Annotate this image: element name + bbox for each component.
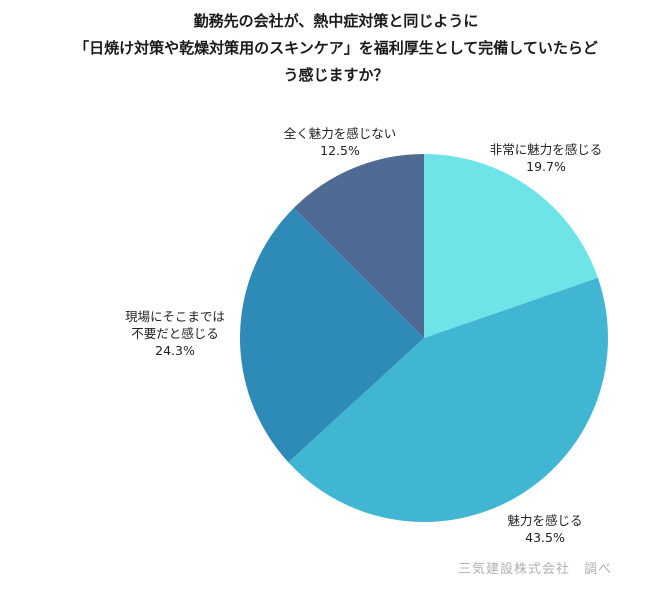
slice-category-label-1: 非常に魅力を感じる xyxy=(490,142,603,157)
source-credit: 三気建設株式会社 調べ xyxy=(457,562,612,577)
chart-title-line-1: 勤務先の会社が、熱中症対策と同じように xyxy=(193,12,479,30)
slice-value-label-2: 43.5% xyxy=(525,530,565,545)
pie-labels: 非常に魅力を感じる 19.7% 魅力を感じる 43.5% 現場にそこまでは不要だと感じる… xyxy=(125,126,602,545)
pie-slice-3 xyxy=(240,207,424,463)
slice-value-label-4: 12.5% xyxy=(320,143,360,158)
slice-category-label-3: 現場にそこまでは xyxy=(125,309,225,324)
slice-category-label-2: 魅力を感じる xyxy=(507,513,582,528)
slice-category-label-4: 全く魅力を感じない xyxy=(284,126,397,141)
slice-value-label-3: 24.3% xyxy=(155,343,195,358)
pie-slice-2 xyxy=(288,277,608,522)
chart-title-line-3: う感じますか？ xyxy=(283,66,389,84)
pie-slice-1 xyxy=(424,154,598,338)
slice-category-label-3: 不要だと感じる xyxy=(131,326,219,341)
chart-title-line-2: 「日焼け対策や乾燥対策用のスキンケア」を福利厚生として完備していたらど xyxy=(74,39,598,57)
pie-slices xyxy=(240,154,608,522)
chart-title: 勤務先の会社が、熱中症対策と同じように 「日焼け対策や乾燥対策用のスキンケア」を… xyxy=(0,8,672,89)
slice-value-label-1: 19.7% xyxy=(526,159,566,174)
pie-slice-4 xyxy=(293,154,424,338)
